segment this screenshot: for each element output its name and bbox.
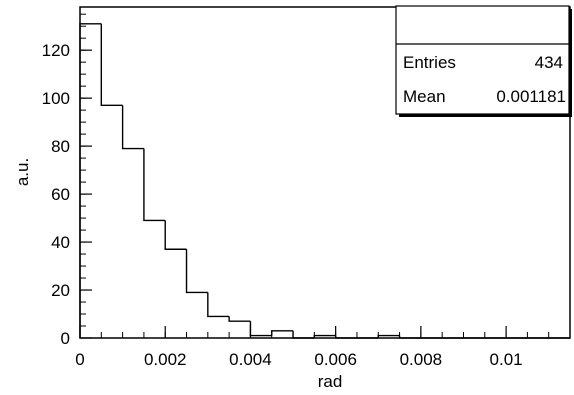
histogram-bin <box>313 334 336 338</box>
y-tick-label: 0 <box>61 329 70 348</box>
histogram-bin <box>100 23 123 107</box>
x-tick-label: 0.008 <box>400 350 443 369</box>
stats-entries-label: Entries <box>403 53 456 72</box>
plot-frame <box>79 6 571 339</box>
stats-entries-value: 434 <box>535 53 563 72</box>
stats-box-frame <box>395 5 570 115</box>
y-tick-label: 100 <box>42 89 70 108</box>
x-tick-label: 0.002 <box>144 350 187 369</box>
y-tick-label: 20 <box>51 281 70 300</box>
histogram-bin <box>164 220 187 250</box>
histogram-bin <box>228 316 251 322</box>
x-tick-label: 0 <box>75 350 84 369</box>
histogram-bin <box>271 330 294 336</box>
histogram-bin <box>377 334 400 338</box>
stats-mean-value: 0.001181 <box>496 87 566 106</box>
x-axis-label: rad <box>318 372 343 391</box>
y-tick-label: 80 <box>51 137 70 156</box>
tick-labels: 0 0.002 0.004 0.006 0.008 0.01 0 20 40 60 80 100 120 <box>42 41 523 369</box>
y-tick-label: 40 <box>51 233 70 252</box>
x-tick-label: 0.006 <box>314 350 357 369</box>
stats-mean-label: Mean <box>403 87 446 106</box>
x-tick-label: 0.01 <box>490 350 523 369</box>
histogram-bin <box>207 292 230 318</box>
histogram-bin <box>185 249 208 294</box>
y-tick-label: 120 <box>42 41 70 60</box>
histogram-bin <box>121 105 144 150</box>
histogram-bin <box>249 321 272 337</box>
histogram-bin <box>292 330 315 339</box>
histogram-bin <box>143 148 166 222</box>
histogram-bin <box>79 23 102 338</box>
y-tick-label: 60 <box>51 185 70 204</box>
y-axis-label: a.u. <box>13 158 32 186</box>
x-tick-label: 0.004 <box>229 350 272 369</box>
stats-box: Entries 434 Mean 0.001181 <box>395 5 572 117</box>
